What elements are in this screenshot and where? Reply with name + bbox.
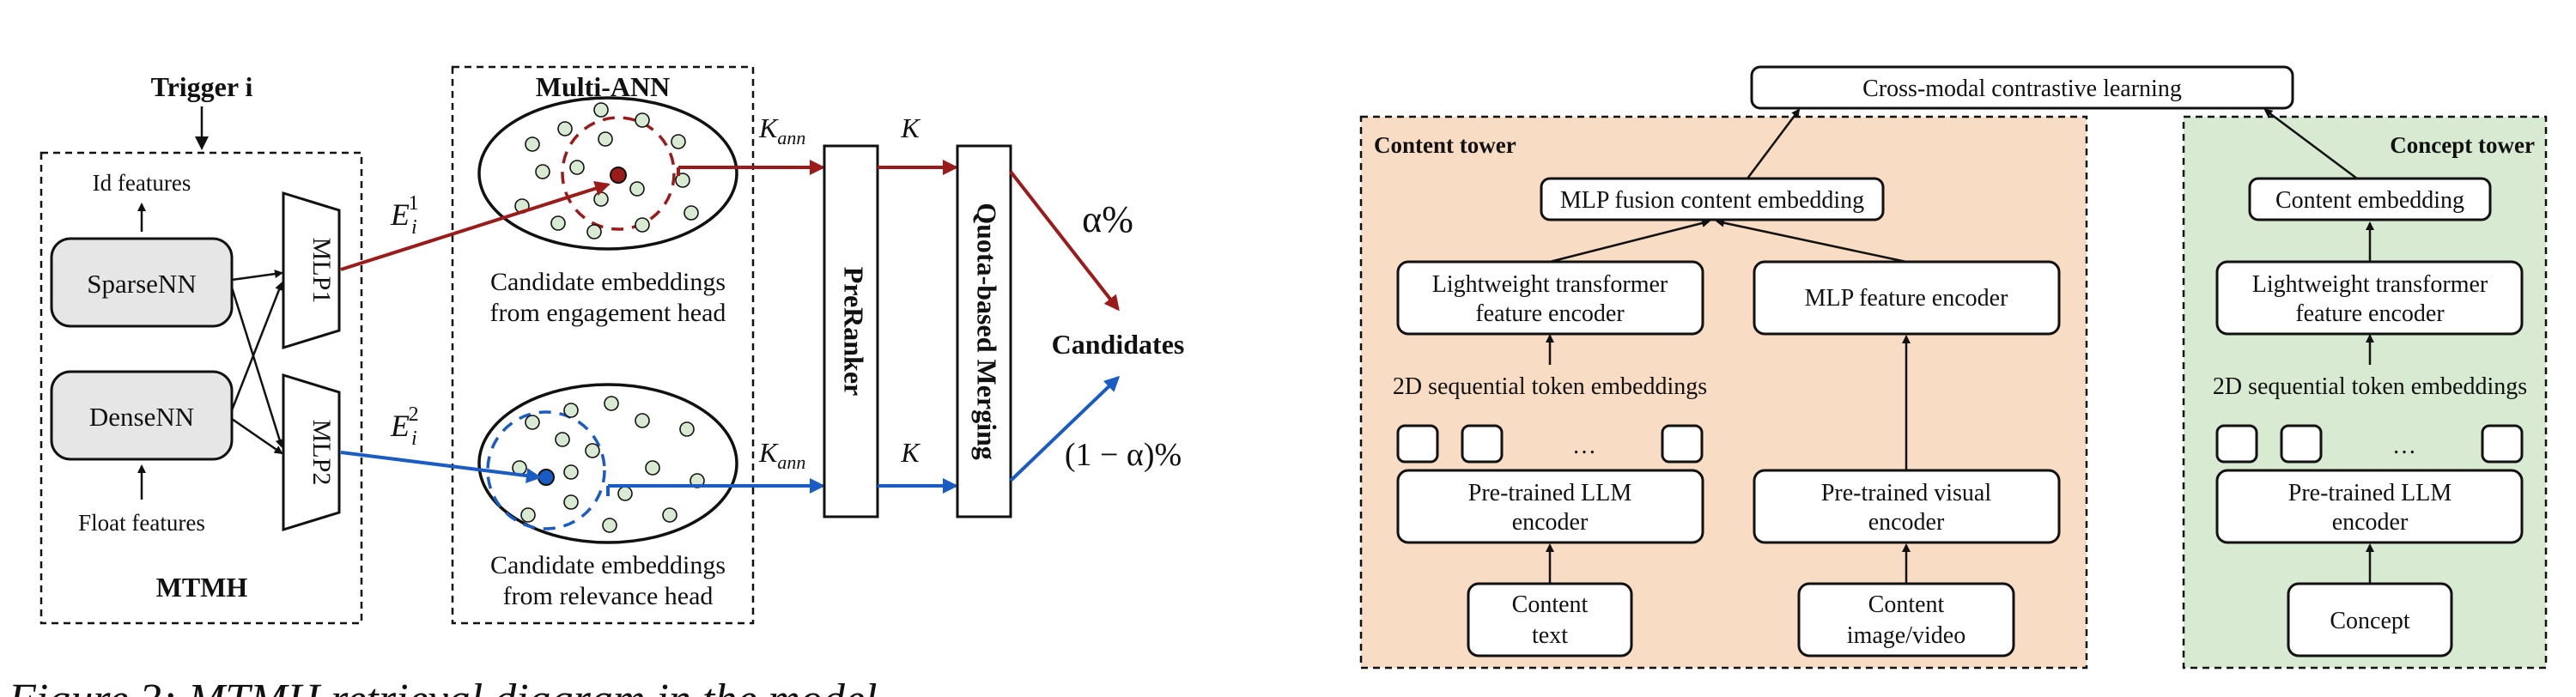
visual-encoder-label-1: Pre-trained visual — [1821, 480, 1991, 506]
engagement-embedding-space — [477, 96, 738, 251]
concept-llm-encoder-box — [2215, 469, 2524, 544]
dense-to-mlp1 — [230, 282, 283, 411]
relevance-caption-1: Candidate embeddings — [490, 551, 726, 579]
concept-lw-label-1: Lightweight transformer — [2252, 271, 2488, 298]
content-text-box — [1467, 582, 1633, 658]
trigger-label: Trigger i — [151, 71, 253, 102]
figure-caption: Figure 3: MTMH retrieval diagram in the … — [8, 676, 877, 697]
content-text-label-2: text — [1532, 622, 1568, 649]
engagement-query-point — [610, 167, 627, 184]
sparsenn-box — [50, 237, 234, 328]
relevance-caption-2: from relevance head — [503, 582, 714, 610]
k-ann-bottom-label: Kann — [758, 437, 805, 473]
mlp1-label: MLP1 — [307, 238, 336, 304]
content-image-label-2: image/video — [1847, 622, 1965, 649]
sparsenn-label: SparseNN — [87, 269, 196, 299]
preranker-block — [823, 144, 879, 518]
preranker-label: PreRanker — [839, 267, 870, 396]
k-ann-top-label: Kann — [758, 112, 805, 148]
engagement-caption-2: from engagement head — [490, 299, 726, 327]
content-seq-tokens-label: 2D sequential token embeddings — [1393, 373, 1707, 400]
mtmh-container — [39, 151, 363, 625]
k-top-label: K — [900, 112, 920, 143]
merge-to-candidates-top — [1009, 170, 1120, 312]
mtmh-label: MTMH — [156, 572, 248, 603]
concept-token-ellipsis: … — [2392, 433, 2416, 459]
mlp-feature-encoder-box — [1753, 260, 2061, 336]
content-lw-label-1: Lightweight transformer — [1432, 271, 1668, 298]
relevance-neighborhood — [486, 410, 606, 530]
concept-llm-label-1: Pre-trained LLM — [2288, 480, 2452, 506]
concept-llm-label-2: encoder — [2332, 509, 2409, 536]
concept-tower-label: Concept tower — [2390, 132, 2535, 158]
visual-encoder-box — [1753, 469, 2061, 544]
sparse-to-mlp1 — [231, 270, 283, 282]
relevance-query-point — [538, 469, 555, 486]
content-image-box — [1797, 582, 2015, 658]
dense-to-mlp2 — [231, 417, 283, 455]
one-minus-alpha-label: (1 − α)% — [1065, 437, 1182, 473]
content-llm-label-1: Pre-trained LLM — [1468, 480, 1632, 506]
mlp-feature-encoder-label: MLP feature encoder — [1805, 285, 2009, 312]
mtmh-diagram: Trigger i MTMH Id features SparseNN Dens… — [8, 65, 1185, 697]
concept-box — [2287, 582, 2453, 658]
mlp-fusion-box — [1540, 177, 1885, 221]
e1-to-engagement-arrow — [340, 180, 611, 271]
relevance-candidate-dots — [512, 396, 705, 533]
quota-merging-block — [956, 144, 1012, 518]
mlp-feat-to-fusion-arrow — [1716, 218, 1907, 264]
densenn-label: DenseNN — [89, 402, 194, 432]
content-image-label-1: Content — [1868, 591, 1945, 618]
content-embedding-label: Content embedding — [2275, 187, 2464, 214]
quota-merging-label: Quota-based Merging — [972, 203, 1003, 460]
relevance-embedding-space — [477, 383, 738, 544]
densenn-box — [50, 370, 234, 461]
engagement-neighborhood — [561, 116, 676, 231]
concept-emb-to-contrastive-arrow — [2263, 108, 2358, 180]
lw-to-fusion-arrow — [1549, 219, 1710, 264]
content-token-boxes — [1396, 424, 1704, 464]
candidates-label: Candidates — [1052, 329, 1185, 360]
mlp1-block — [282, 191, 341, 350]
content-embedding-box — [2248, 177, 2492, 221]
e1-label: Ei1 — [390, 192, 419, 239]
content-token-ellipsis: … — [1572, 433, 1596, 459]
sparse-to-mlp2 — [230, 287, 284, 448]
visual-encoder-label-2: encoder — [1868, 509, 1945, 536]
id-features-label: Id features — [93, 170, 191, 196]
contrastive-learning-label: Cross-modal contrastive learning — [1862, 76, 2182, 102]
mlp2-label: MLP2 — [307, 420, 336, 486]
contrastive-learning-box — [1750, 65, 2294, 110]
mlp-fusion-label: MLP fusion content embedding — [1560, 187, 1864, 214]
two-tower-diagram: Content tower Concept tower Cross-modal … — [1359, 65, 2548, 670]
e2-label: Ei2 — [390, 403, 419, 450]
content-text-label-1: Content — [1512, 591, 1589, 618]
fusion-to-contrastive-arrow — [1747, 108, 1801, 179]
content-tower-label: Content tower — [1374, 132, 1516, 158]
k-bottom-label: K — [900, 437, 920, 468]
content-llm-encoder-box — [1396, 469, 1704, 544]
concept-token-boxes — [2215, 424, 2524, 464]
e2-to-relevance-arrow — [340, 451, 542, 484]
relevance-to-preranker-arrow — [606, 486, 823, 496]
float-features-label: Float features — [78, 510, 205, 536]
content-llm-label-2: encoder — [1512, 509, 1589, 536]
alpha-label: α% — [1082, 198, 1133, 240]
engagement-caption-1: Candidate embeddings — [490, 268, 726, 296]
multi-ann-container — [451, 65, 755, 625]
concept-seq-tokens-label: 2D sequential token embeddings — [2213, 373, 2527, 400]
mlp2-block — [282, 373, 341, 532]
engagement-to-preranker-arrow — [677, 167, 823, 176]
content-lw-label-2: feature encoder — [1475, 300, 1625, 327]
engagement-candidate-dots — [514, 102, 699, 239]
concept-lw-label-2: feature encoder — [2295, 300, 2445, 327]
concept-label: Concept — [2330, 608, 2410, 634]
merge-to-candidates-bottom — [1009, 375, 1121, 482]
